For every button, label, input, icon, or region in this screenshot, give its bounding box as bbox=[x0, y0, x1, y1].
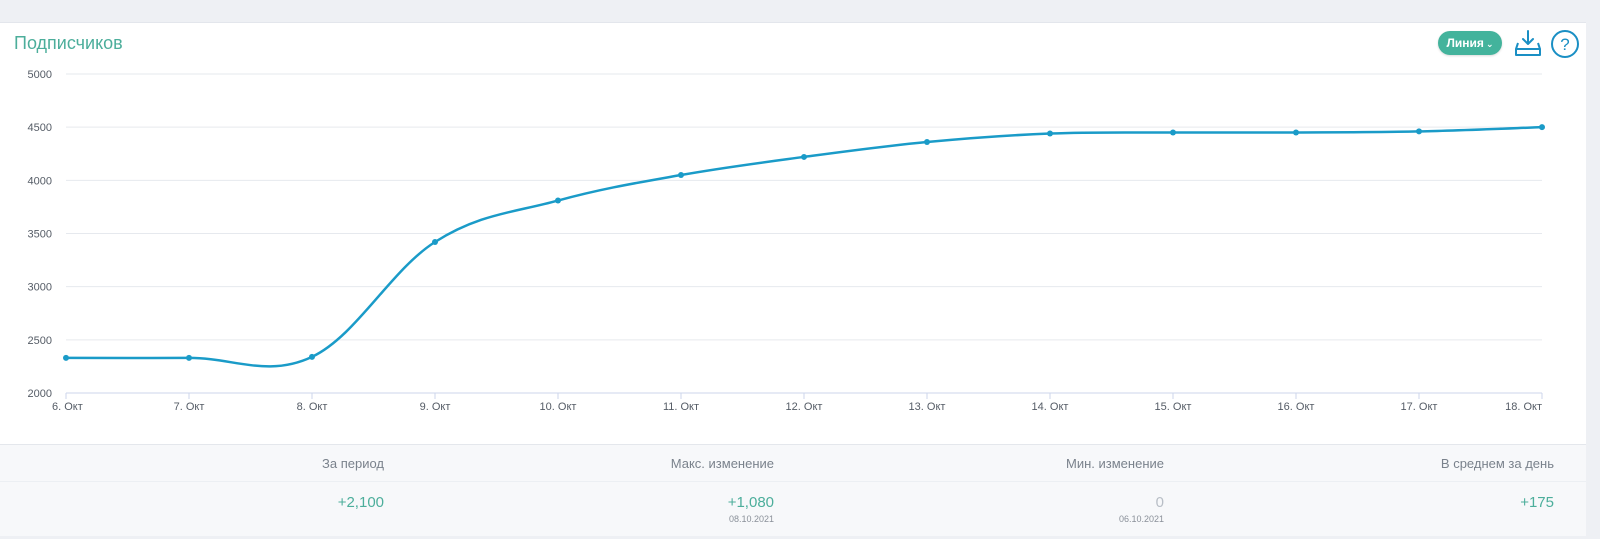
min-change-date: 06.10.2021 bbox=[1118, 514, 1164, 524]
max-change-date: 08.10.2021 bbox=[728, 514, 774, 524]
y-tick-label: 2000 bbox=[28, 388, 52, 400]
data-point[interactable] bbox=[1539, 124, 1545, 131]
x-tick-label: 6. Окт bbox=[52, 401, 83, 413]
data-point[interactable] bbox=[801, 153, 807, 160]
x-tick-label: 7. Окт bbox=[174, 401, 205, 413]
max-change-value: +1,080 bbox=[727, 494, 774, 511]
data-point[interactable] bbox=[1293, 129, 1299, 136]
x-tick-label: 9. Окт bbox=[420, 401, 451, 413]
period-value: +2,100 bbox=[337, 494, 384, 511]
data-point[interactable] bbox=[63, 354, 69, 361]
y-tick-label: 3500 bbox=[28, 229, 52, 241]
y-tick-label: 4000 bbox=[28, 175, 52, 187]
max-change-label: Макс. изменение bbox=[670, 456, 774, 471]
help-icon[interactable]: ? bbox=[1550, 29, 1580, 59]
svg-text:?: ? bbox=[1560, 35, 1569, 54]
x-tick-label: 8. Окт bbox=[297, 401, 328, 413]
chevron-down-icon: ⌄ bbox=[1485, 39, 1494, 49]
x-tick-label: 16. Окт bbox=[1278, 401, 1315, 413]
line-chart: 2000 2500 3000 3500 4000 4500 5000 6. Окт 7. Окт… bbox=[28, 69, 1545, 413]
min-change-label: Мин. изменение bbox=[1066, 456, 1164, 471]
x-tick-label: 13. Окт bbox=[909, 401, 946, 413]
x-tick-label: 18. Окт bbox=[1505, 401, 1542, 413]
x-tick-label: 12. Окт bbox=[786, 401, 823, 413]
data-point[interactable] bbox=[186, 354, 192, 361]
y-tick-label: 5000 bbox=[28, 69, 52, 81]
chart-type-label: Линия bbox=[1446, 36, 1484, 50]
download-icon[interactable] bbox=[1514, 29, 1542, 57]
data-point[interactable] bbox=[1170, 129, 1176, 136]
x-tick-label: 17. Окт bbox=[1401, 401, 1438, 413]
summary-header bbox=[0, 445, 1586, 482]
x-tick-label: 10. Окт bbox=[540, 401, 577, 413]
x-tick-label: 15. Окт bbox=[1155, 401, 1192, 413]
x-tick-label: 14. Окт bbox=[1032, 401, 1069, 413]
data-point[interactable] bbox=[309, 353, 315, 360]
chart-title: Подписчиков bbox=[14, 33, 123, 53]
period-label: За период bbox=[322, 456, 384, 471]
data-point[interactable] bbox=[678, 172, 684, 179]
chart-card: Подписчиков Линия ⌄ ? 2000 2500 3000 3500 400… bbox=[0, 22, 1586, 536]
y-tick-label: 2500 bbox=[28, 335, 52, 347]
x-tick-label: 11. Окт bbox=[663, 401, 699, 413]
data-point[interactable] bbox=[1047, 130, 1053, 137]
avg-per-day-label: В среднем за день bbox=[1440, 456, 1554, 471]
series-line bbox=[65, 125, 1543, 368]
chart-type-dropdown[interactable]: Линия ⌄ bbox=[1438, 31, 1502, 55]
data-point[interactable] bbox=[555, 197, 561, 204]
data-point[interactable] bbox=[1416, 128, 1422, 135]
avg-per-day-value: +175 bbox=[1520, 494, 1554, 511]
y-tick-label: 4500 bbox=[28, 122, 52, 134]
min-change-value: 0 bbox=[1155, 494, 1164, 511]
data-point[interactable] bbox=[924, 139, 930, 146]
data-point[interactable] bbox=[432, 239, 438, 246]
y-tick-label: 3000 bbox=[28, 282, 52, 294]
summary-panel: За период +2,100 Макс. изменение +1,080 … bbox=[0, 444, 1586, 536]
